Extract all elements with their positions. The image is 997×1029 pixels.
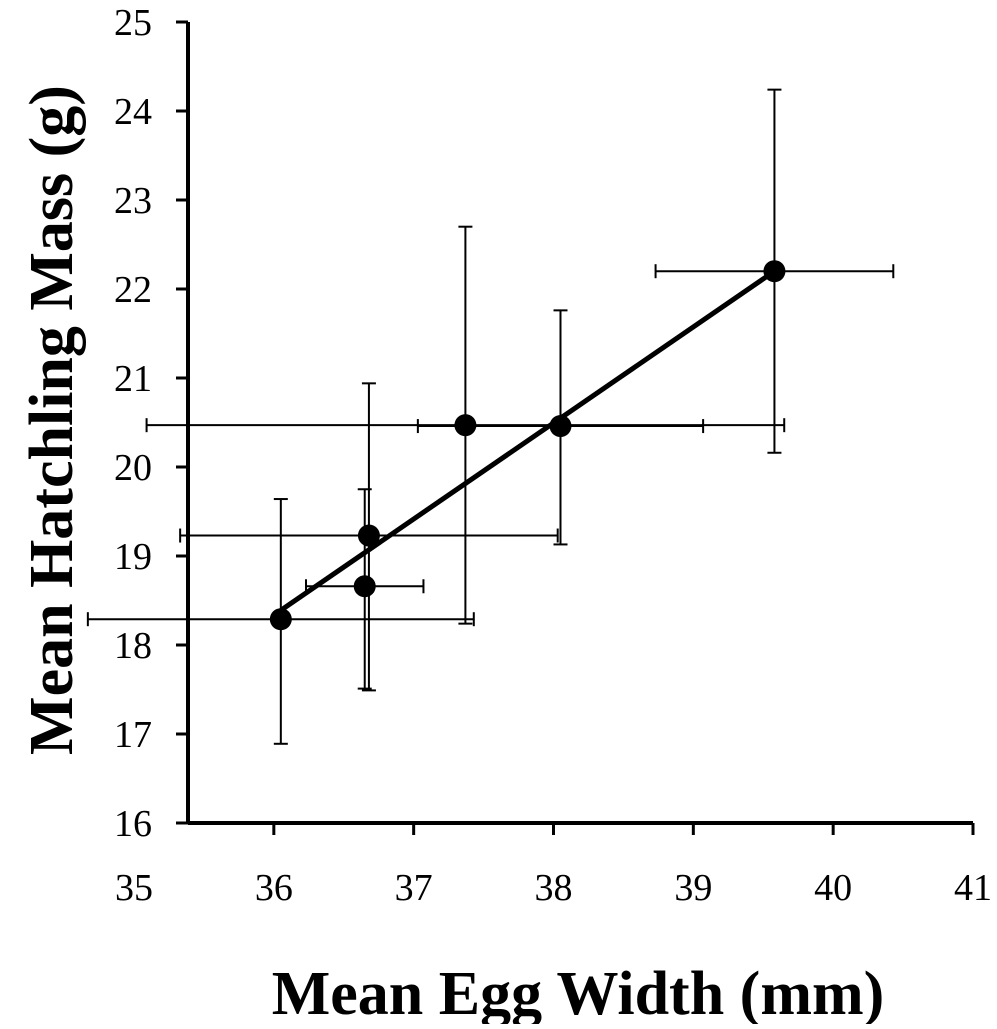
x-axis-title: Mean Egg Width (mm)	[272, 960, 885, 1024]
trendline	[279, 269, 776, 613]
y-tick-label: 24	[114, 91, 152, 133]
x-tick-label: 36	[255, 867, 293, 909]
x-tick-label: 38	[535, 867, 573, 909]
data-point	[549, 415, 572, 438]
data-point	[269, 608, 292, 631]
x-tick-label: 39	[674, 867, 712, 909]
tick-labels-group: 35 36 37 38 39 40 41 16 17 18 19 20 21 22 23 24 25	[114, 2, 992, 909]
x-tick-label: 41	[954, 867, 992, 909]
error-bars-group	[86, 88, 895, 745]
y-tick-label: 19	[114, 536, 152, 578]
y-axis-title: Mean Hatchling Mass (g)	[18, 85, 86, 755]
y-tick-label: 16	[114, 803, 152, 845]
y-tick-label: 21	[114, 358, 152, 400]
x-tick-label: 35	[115, 867, 153, 909]
y-tick-label: 18	[114, 625, 152, 667]
data-point	[353, 575, 376, 598]
y-tick-label: 17	[114, 714, 152, 756]
x-tick-label: 40	[814, 867, 852, 909]
trendline-group	[279, 269, 776, 613]
data-point	[454, 414, 477, 437]
data-point	[357, 524, 380, 547]
y-tick-label: 20	[114, 447, 152, 489]
y-tick-label: 25	[114, 2, 152, 44]
y-tick-label: 23	[114, 180, 152, 222]
data-point	[763, 260, 786, 283]
axes-group	[176, 20, 975, 835]
points-group	[269, 260, 786, 631]
x-tick-label: 37	[395, 867, 433, 909]
y-tick-label: 22	[114, 269, 152, 311]
